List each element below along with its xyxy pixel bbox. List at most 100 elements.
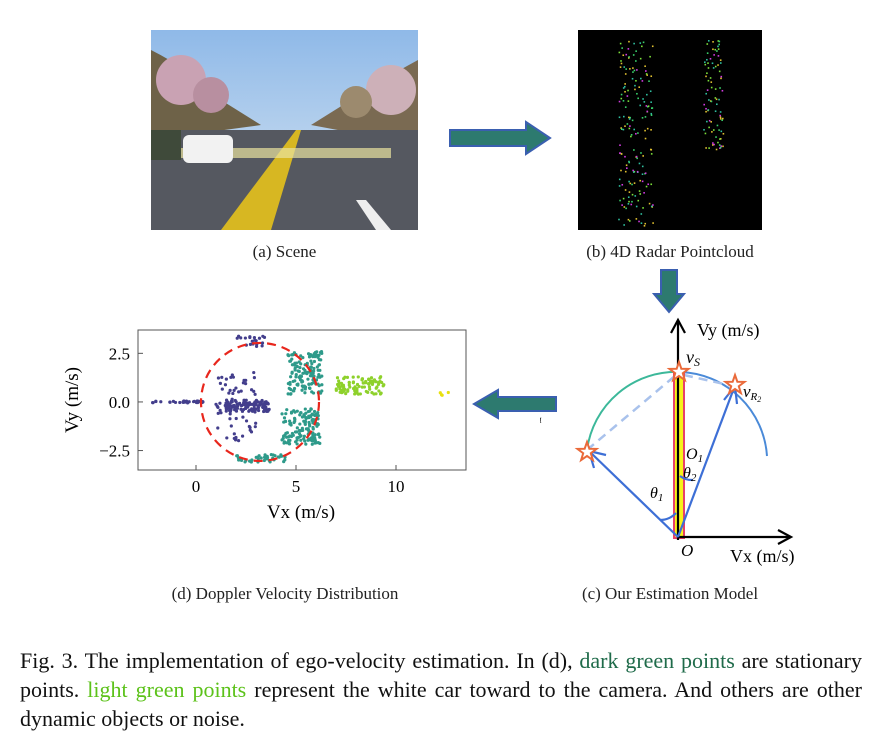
point-stationary (307, 355, 312, 359)
arc-green (586, 370, 681, 451)
point-stationary (320, 389, 324, 393)
point-stationary (290, 431, 295, 436)
point-stationary (311, 417, 315, 422)
point-dynamic (223, 403, 227, 408)
point-dynamic (220, 375, 224, 379)
point-stationary (303, 391, 307, 395)
origin-label: O (681, 541, 693, 560)
point-stationary (311, 421, 315, 425)
point-dynamic (215, 404, 219, 408)
point-white-car (361, 381, 366, 385)
point-white-car (379, 391, 383, 395)
point-stationary (308, 386, 312, 390)
point-stationary (311, 371, 315, 375)
point-dynamic (232, 432, 236, 436)
point-stationary (317, 432, 321, 436)
point-dynamic (244, 381, 248, 386)
point-stationary (239, 458, 244, 462)
point-dynamic (253, 338, 257, 342)
point-stationary (289, 387, 293, 392)
point-stationary (318, 435, 322, 439)
point-stationary (310, 442, 314, 446)
point-dynamic (218, 408, 222, 412)
point-stationary (290, 410, 294, 414)
point-stationary (292, 416, 297, 420)
arrow-left-icon (472, 388, 557, 420)
vr2-label: vR2 (743, 382, 761, 404)
point-dynamic (224, 398, 229, 402)
point-stationary (289, 423, 293, 427)
point-stationary (320, 374, 324, 378)
point-stationary (285, 408, 289, 412)
point-stationary (302, 437, 306, 441)
point-white-car (348, 385, 352, 389)
point-dynamic (229, 404, 233, 408)
point-stationary (299, 362, 303, 366)
point-dynamic (243, 403, 247, 407)
point-stationary (296, 382, 300, 386)
point-dynamic (185, 401, 190, 405)
point-stationary (318, 441, 322, 445)
point-stationary (308, 374, 313, 378)
point-stationary (316, 355, 320, 359)
point-stationary (320, 383, 324, 387)
point-stationary (312, 366, 316, 371)
point-white-car (372, 378, 377, 382)
point-dynamic (257, 336, 262, 340)
point-stationary (248, 459, 252, 463)
point-dynamic (195, 400, 200, 405)
point-stationary (305, 361, 309, 365)
point-stationary (299, 438, 303, 442)
point-white-car (347, 380, 351, 385)
point-dynamic (182, 400, 186, 404)
point-stationary (316, 375, 320, 379)
point-stationary (306, 438, 310, 442)
point-stationary (257, 454, 261, 458)
point-white-car (340, 390, 345, 394)
fit-circle (199, 341, 321, 463)
panel-a-label: (a) Scene (252, 242, 317, 261)
point-dynamic (239, 407, 243, 411)
point-stationary (310, 439, 315, 443)
point-dynamic (231, 391, 235, 396)
point-stationary (309, 359, 313, 363)
point-dynamic (248, 342, 253, 346)
point-white-car (355, 387, 359, 391)
point-stationary (314, 353, 318, 357)
point-stationary (283, 419, 288, 423)
point-white-car (346, 389, 350, 393)
point-stationary (282, 434, 286, 438)
point-white-car (337, 379, 341, 383)
point-white-car (343, 375, 347, 379)
plot-frame (137, 329, 467, 471)
point-stationary (299, 434, 303, 438)
point-stationary (293, 366, 297, 370)
point-dynamic (201, 400, 205, 404)
point-white-car (382, 383, 386, 387)
point-stationary (298, 422, 302, 426)
point-dynamic (227, 402, 231, 406)
point-stationary (298, 365, 302, 370)
point-stationary (237, 458, 241, 462)
point-white-car (375, 385, 379, 389)
point-stationary (262, 458, 266, 463)
point-dynamic (234, 400, 238, 404)
point-white-car (357, 384, 361, 389)
point-stationary (312, 359, 317, 364)
point-dynamic (223, 383, 228, 387)
estimation-model-diagram: Vy (m/s) Vx (m/s) vS vR1 vR2 O1 θ2 θ1 O (540, 317, 795, 567)
point-white-car (336, 384, 341, 389)
point-white-car (343, 387, 347, 391)
point-stationary (298, 375, 302, 379)
point-stationary (313, 437, 317, 441)
point-white-car (368, 387, 372, 391)
point-dynamic (219, 411, 223, 415)
point-stationary (303, 407, 307, 411)
point-stationary (288, 438, 292, 442)
point-dynamic (244, 378, 248, 382)
point-stationary (254, 455, 258, 459)
point-dynamic (239, 389, 243, 393)
point-stationary (280, 412, 284, 416)
point-white-car (356, 392, 360, 396)
